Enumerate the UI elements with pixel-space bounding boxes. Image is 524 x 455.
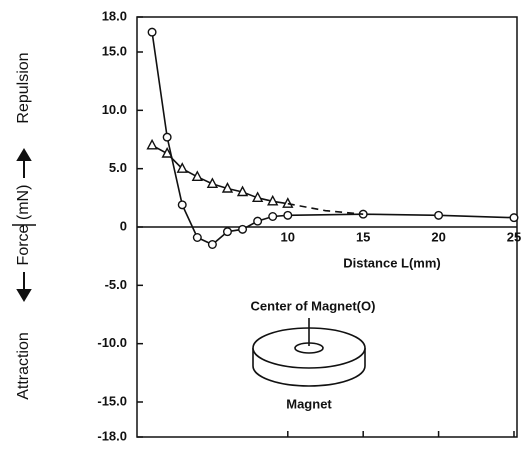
point — [238, 224, 248, 234]
annotation: Magnet — [286, 396, 332, 411]
series-line — [151, 32, 515, 246]
y-tick-label: 10.0 — [102, 102, 127, 117]
y-tick-label: -10.0 — [97, 335, 127, 350]
point — [146, 138, 158, 150]
x-tick-label: 25 — [507, 229, 521, 244]
point — [161, 147, 173, 158]
point — [221, 182, 234, 193]
y-label-top: Repulsion — [15, 52, 32, 123]
point — [177, 200, 187, 210]
y-tick-label: -18.0 — [97, 428, 127, 443]
x-tick-label: 10 — [281, 229, 295, 244]
point — [207, 239, 217, 249]
x-tick-label: 20 — [431, 229, 445, 244]
y-tick-label: 5.0 — [109, 160, 127, 175]
y-tick-label: -15.0 — [97, 393, 127, 408]
point — [267, 194, 279, 206]
series-line — [151, 144, 288, 205]
point — [222, 227, 232, 237]
point — [236, 185, 249, 197]
point — [176, 162, 188, 173]
point — [509, 213, 519, 223]
point — [162, 132, 172, 142]
magnet-illustration — [252, 318, 366, 387]
series-line — [287, 202, 364, 215]
y-tick-label: 15.0 — [102, 43, 127, 58]
point — [283, 210, 293, 220]
x-tick-label: 15 — [356, 229, 370, 244]
point — [191, 170, 203, 182]
annotation: Center of Magnet(O) — [251, 298, 376, 313]
point — [282, 197, 294, 208]
y-tick-label: 0 — [120, 218, 127, 233]
point — [268, 211, 278, 221]
arrow-down-head — [16, 289, 32, 302]
point — [253, 216, 263, 226]
y-label-bottom: Attraction — [15, 332, 32, 400]
x-axis-label: Distance L(mm) — [343, 255, 441, 270]
y-tick-label: -5.0 — [105, 277, 127, 292]
point — [251, 191, 264, 203]
point — [147, 27, 157, 37]
point — [192, 232, 202, 242]
point — [206, 177, 219, 189]
y-tick-label: 18.0 — [102, 8, 127, 23]
arrow-up-head — [16, 148, 32, 161]
y-label-arrows — [12, 148, 36, 302]
point — [434, 210, 444, 220]
